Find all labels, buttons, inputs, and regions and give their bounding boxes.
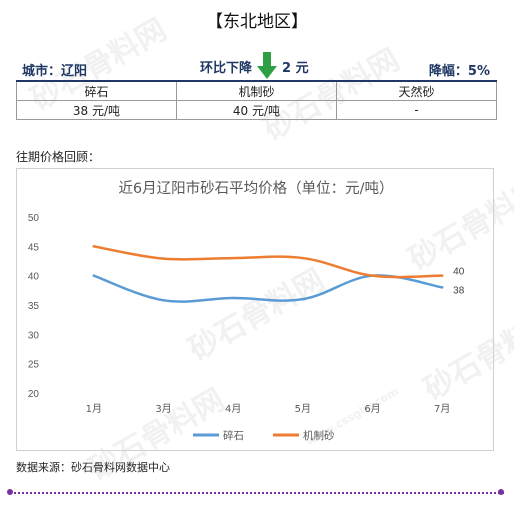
data-point — [162, 299, 165, 302]
data-point — [371, 274, 374, 277]
x-tick-label: 5月 — [295, 403, 311, 415]
legend-label: 机制砂 — [303, 429, 335, 442]
decline-pct: 5% — [467, 64, 490, 79]
x-tick-label: 1月 — [86, 403, 102, 415]
table-header-cell: 天然砂 — [336, 80, 497, 101]
region-title: 【东北地区】 — [206, 12, 308, 32]
city-label: 城市：辽阳 — [22, 64, 88, 79]
x-tick-label: 6月 — [364, 403, 380, 415]
data-point — [162, 257, 165, 260]
down-arrow-icon — [257, 52, 278, 79]
series-line-crushed-stone — [92, 274, 444, 303]
x-tick-label: 4月 — [225, 403, 241, 415]
y-tick-label: 35 — [28, 301, 40, 312]
change-value: 2 元 — [282, 60, 309, 76]
data-source: 数据来源：砂石骨料网数据中心 — [16, 461, 170, 474]
table-row: 38 元/吨 40 元/吨 - — [16, 100, 497, 120]
decline-label: 降幅： — [428, 64, 468, 79]
data-point — [231, 256, 235, 260]
data-point — [440, 286, 444, 289]
data-point — [92, 274, 96, 277]
series-line-machine-sand — [92, 245, 444, 279]
data-point — [301, 256, 305, 260]
price-change: 环比下降 2 元 — [200, 52, 309, 80]
chart-frame: 近6月辽阳市砂石平均价格（单位：元/吨） 20 25 30 35 40 45 50 1月 3月 4月… — [16, 168, 494, 451]
data-point — [301, 297, 305, 301]
y-tick-label: 20 — [28, 389, 40, 400]
table-cell: 38 元/吨 — [16, 100, 177, 120]
divider — [10, 492, 504, 494]
y-tick-label: 25 — [28, 360, 40, 371]
price-line-chart: 近6月辽阳市砂石平均价格（单位：元/吨） 20 25 30 35 40 45 50 1月 3月 4月… — [28, 180, 465, 442]
data-point — [440, 274, 444, 277]
y-tick-label: 45 — [28, 242, 40, 253]
data-label: 40 — [453, 267, 465, 278]
table-cell: 40 元/吨 — [176, 100, 337, 120]
data-point — [92, 245, 96, 248]
y-tick-label: 50 — [28, 213, 40, 224]
x-tick-label: 3月 — [155, 403, 171, 415]
chart-title: 近6月辽阳市砂石平均价格（单位：元/吨） — [118, 180, 393, 197]
table-header-row: 碎石 机制砂 天然砂 — [16, 80, 497, 101]
table-cell: - — [336, 100, 497, 120]
divider-end-dot — [7, 489, 13, 495]
data-label: 38 — [453, 285, 465, 296]
divider-end-dot — [498, 489, 504, 495]
data-point — [231, 296, 235, 300]
y-tick-label: 40 — [28, 272, 40, 283]
change-label: 环比下降 — [200, 60, 253, 76]
history-label: 往期价格回顾： — [16, 150, 101, 164]
table-header-cell: 碎石 — [16, 80, 177, 101]
y-tick-label: 30 — [28, 330, 40, 341]
x-tick-label: 7月 — [434, 403, 450, 415]
legend-label: 碎石 — [223, 429, 244, 442]
table-header-cell: 机制砂 — [176, 80, 337, 101]
price-table: 碎石 机制砂 天然砂 38 元/吨 40 元/吨 - — [16, 80, 497, 120]
decline-rate: 降幅：5% — [429, 60, 490, 79]
